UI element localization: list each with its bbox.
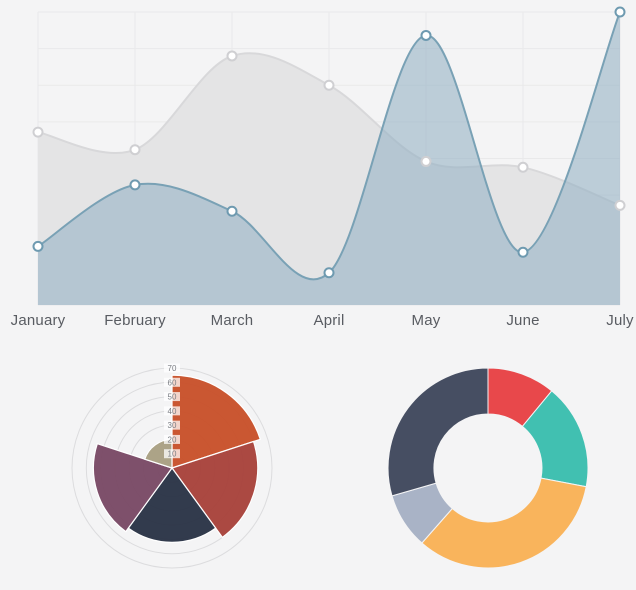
gray-series-marker	[517, 161, 529, 173]
x-axis-label-february: February	[104, 312, 166, 329]
blue-series-line	[37, 11, 621, 281]
blue-series-marker	[420, 29, 432, 41]
x-axis-label-june: June	[506, 312, 540, 329]
x-axis-label-april: April	[313, 312, 345, 329]
polar-segment-brick-red	[171, 440, 259, 539]
polar-tick-label: 60	[168, 378, 177, 387]
polar-tick-backdrop	[164, 377, 180, 387]
blue-series-marker	[226, 205, 238, 217]
gray-series-marker	[129, 144, 141, 156]
polar-tick-label: 20	[168, 435, 177, 444]
x-axis: January February March April May June July	[0, 310, 636, 336]
polar-area-chart: 10 20 30 40 50 60 70	[52, 352, 292, 584]
polar-segment-plum	[92, 442, 173, 533]
area-line-chart: January February March April May June July	[0, 6, 636, 336]
gray-series-marker	[614, 199, 626, 211]
donut-segment-dark-slate	[387, 367, 489, 497]
gray-series-marker	[226, 50, 238, 62]
gray-series-marker	[323, 79, 335, 91]
polar-segment-dark-navy	[127, 466, 217, 543]
doughnut-chart	[386, 366, 590, 570]
x-axis-label-january: January	[10, 312, 66, 329]
x-axis-label-july: July	[606, 312, 634, 329]
polar-tick-backdrop	[164, 392, 180, 402]
polar-tick-label: 30	[168, 421, 177, 430]
blue-series-marker	[517, 246, 529, 258]
x-axis-label-march: March	[210, 312, 254, 329]
polar-tick-label: 40	[168, 407, 177, 416]
polar-area-chart-canvas: 10 20 30 40 50 60 70	[71, 363, 273, 569]
polar-tick-backdrop	[164, 449, 180, 459]
donut-segment-amber	[421, 477, 587, 569]
blue-series-marker	[32, 240, 44, 252]
blue-series-marker	[323, 267, 335, 279]
polar-tick-backdrop	[164, 420, 180, 430]
gray-series-marker	[420, 155, 432, 167]
blue-series-area	[38, 12, 620, 305]
blue-series-marker	[129, 179, 141, 191]
polar-tick-label: 10	[168, 450, 177, 459]
polar-tick-backdrop	[164, 434, 180, 444]
polar-tick-label: 50	[168, 393, 177, 402]
polar-tick-backdrop	[164, 363, 180, 373]
area-line-chart-canvas	[32, 6, 626, 306]
x-axis-label-may: May	[411, 312, 441, 329]
doughnut-chart-canvas	[387, 367, 589, 569]
polar-tick-backdrop	[164, 406, 180, 416]
polar-segment-orange	[171, 374, 262, 469]
gray-series-marker	[32, 126, 44, 138]
blue-series-marker	[614, 6, 626, 18]
polar-tick-label: 70	[168, 364, 177, 373]
